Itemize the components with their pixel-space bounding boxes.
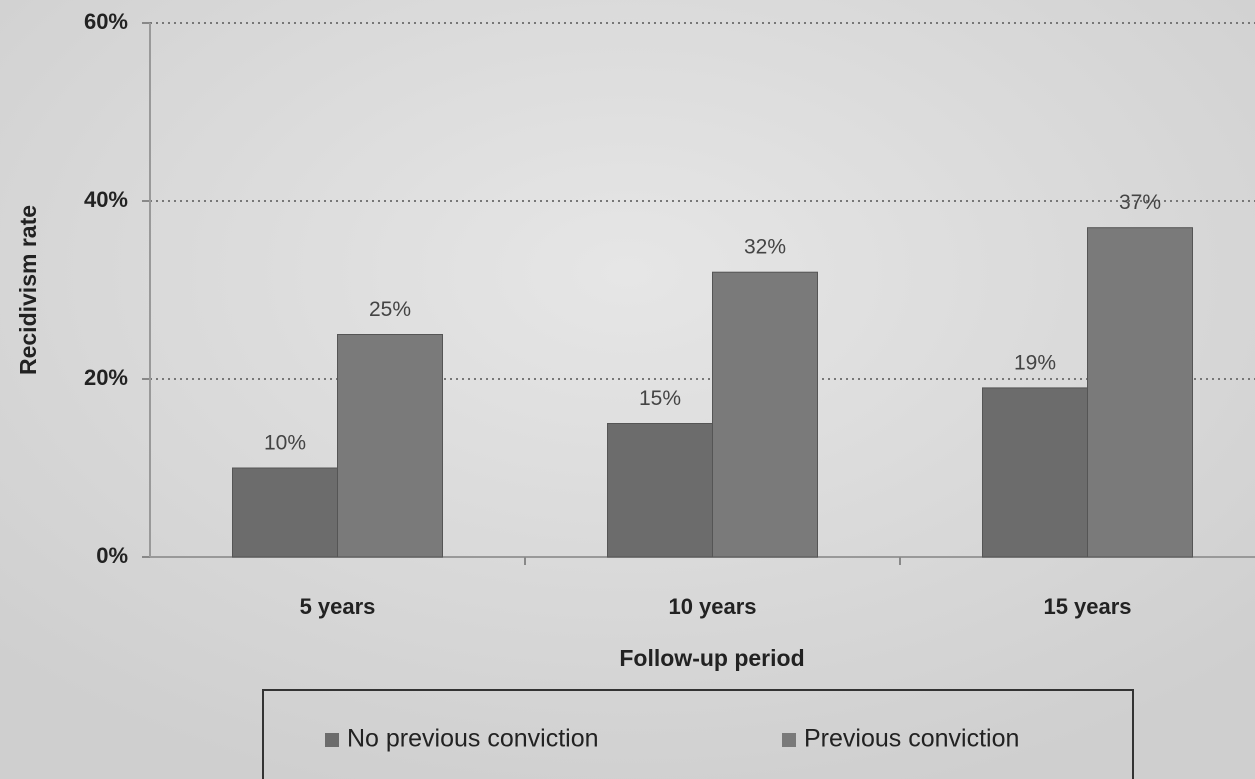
legend-box — [262, 689, 1134, 779]
bar — [712, 271, 818, 558]
data-label: 32% — [744, 236, 786, 259]
bar — [232, 467, 338, 558]
data-label: 37% — [1119, 191, 1161, 214]
data-label: 10% — [264, 432, 306, 455]
bar — [607, 423, 713, 558]
bar — [1087, 227, 1193, 558]
x-tick-label: 15 years — [1043, 594, 1131, 619]
legend-label: No previous conviction — [347, 725, 599, 753]
x-tick-label: 5 years — [300, 594, 376, 619]
data-label: 19% — [1014, 351, 1056, 374]
y-tick-label: 20% — [84, 365, 128, 390]
x-axis-title: Follow-up period — [619, 645, 804, 671]
y-axis-title: Recidivism rate — [15, 205, 41, 375]
legend-swatch — [782, 733, 796, 747]
y-tick-label: 0% — [96, 543, 128, 568]
y-tick-label: 40% — [84, 187, 128, 212]
y-tick-label: 60% — [84, 9, 128, 34]
data-label: 25% — [369, 298, 411, 321]
bar — [982, 387, 1088, 558]
bar — [337, 334, 443, 558]
legend-swatch — [325, 733, 339, 747]
x-tick-label: 10 years — [668, 594, 756, 619]
legend-label: Previous conviction — [804, 725, 1019, 753]
data-label: 15% — [639, 387, 681, 410]
